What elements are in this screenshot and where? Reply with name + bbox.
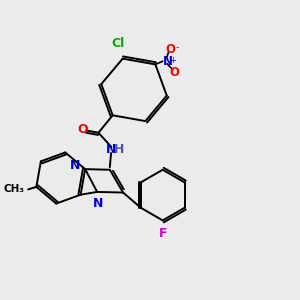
Text: CH₃: CH₃ [3, 184, 24, 194]
Text: O: O [165, 43, 175, 56]
Text: N: N [106, 143, 116, 156]
Text: H: H [114, 143, 124, 156]
Text: -: - [176, 42, 179, 52]
Text: N: N [93, 197, 103, 210]
Text: O: O [169, 66, 179, 79]
Text: F: F [158, 227, 167, 240]
Text: N: N [163, 55, 173, 68]
Text: Cl: Cl [111, 37, 124, 50]
Text: N: N [70, 160, 81, 172]
Text: +: + [169, 56, 176, 65]
Text: O: O [77, 123, 88, 136]
